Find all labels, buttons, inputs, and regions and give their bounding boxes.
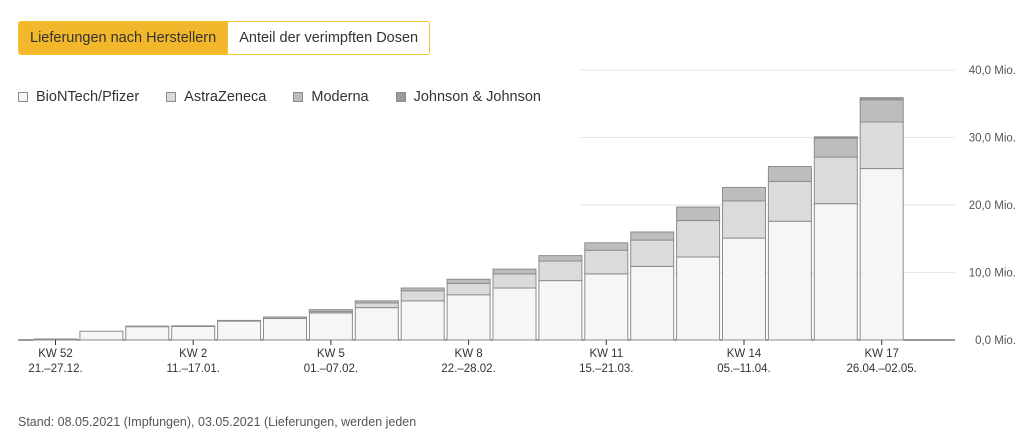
x-tick-label: KW 8 <box>455 348 483 360</box>
y-tick-label: 20,0 Mio. <box>969 200 1016 212</box>
x-tick-dates: 01.–07.02. <box>304 363 358 375</box>
x-tick-dates: 05.–11.04. <box>717 363 771 375</box>
legend-label-jj: Johnson & Johnson <box>413 89 541 105</box>
bar-segment-moderna <box>400 287 445 292</box>
bar-segment-biontech <box>859 168 904 341</box>
stacked-bar-chart: 0,0 Mio. 10,0 Mio. 20,0 Mio. 30,0 Mio. 40,0 … <box>18 65 1016 375</box>
view-tabs: Lieferungen nach Herstellern Anteil der … <box>18 21 431 55</box>
legend-item-astrazeneca[interactable]: AstraZeneca <box>166 89 266 105</box>
x-tick-label: KW 52 <box>38 348 73 360</box>
bar-segment-astrazeneca <box>446 282 491 296</box>
bar-segment-biontech <box>767 220 812 341</box>
bar-segment-moderna <box>722 186 766 202</box>
legend-swatch-astrazeneca <box>166 92 177 102</box>
bar-segment-jj <box>859 97 904 101</box>
y-tick-label: 30,0 Mio. <box>969 133 1016 145</box>
x-tick-dates: 22.–28.02. <box>441 363 495 375</box>
bar-segment-biontech <box>584 273 629 341</box>
bar-segment-moderna <box>354 300 399 304</box>
bar-segment-biontech <box>492 287 537 341</box>
bar-segment-astrazeneca <box>400 290 445 302</box>
y-tick-label: 10,0 Mio. <box>969 268 1016 280</box>
bar-segment-astrazeneca <box>354 302 399 309</box>
x-tick-label: KW 5 <box>317 348 345 360</box>
legend-swatch-biontech <box>18 92 28 102</box>
x-tick-dates: 21.–27.12. <box>28 363 82 375</box>
bar-segment-biontech <box>446 294 491 341</box>
legend-item-biontech[interactable]: BioNTech/Pfizer <box>18 89 139 105</box>
bar-segment-biontech <box>400 300 445 341</box>
bar-segment-moderna <box>630 231 675 241</box>
x-tick-label: KW 14 <box>727 348 762 360</box>
x-tick-dates: 15.–21.03. <box>579 363 633 375</box>
legend-item-jj[interactable]: Johnson & Johnson <box>395 89 541 105</box>
bar-segment-biontech <box>79 330 124 341</box>
bar-segment-biontech <box>676 256 721 341</box>
bar-segment-biontech <box>354 307 399 341</box>
bar-segment-astrazeneca <box>538 260 583 282</box>
bar-segment-biontech <box>630 265 675 341</box>
bar-segment-moderna <box>446 278 491 284</box>
bar-segment-astrazeneca <box>859 121 904 170</box>
footnote: Stand: 08.05.2021 (Impfungen), 03.05.202… <box>18 415 417 429</box>
bar-segment-astrazeneca <box>492 273 537 289</box>
bar-segment-moderna <box>125 325 170 328</box>
legend-label-astrazeneca: AstraZeneca <box>184 89 267 105</box>
bar-segment-biontech <box>538 280 583 341</box>
bar-segment-moderna <box>538 255 583 262</box>
bar-segment-moderna <box>263 316 307 319</box>
bar-segment-moderna <box>308 309 353 313</box>
bar-segment-moderna <box>584 242 629 251</box>
bar-segment-biontech <box>171 326 216 341</box>
bar-segment-biontech <box>722 237 766 341</box>
bar-segment-biontech <box>308 312 353 341</box>
tab-anteil-verimpfte-dosen[interactable]: Anteil der verimpften Dosen <box>227 22 430 54</box>
bar-segment-biontech <box>813 203 858 341</box>
bar-segment-astrazeneca <box>584 249 629 275</box>
x-tick-label: KW 2 <box>179 348 207 360</box>
bar-segment-moderna <box>859 99 904 123</box>
bar-segment-astrazeneca <box>630 239 675 267</box>
legend-swatch-moderna <box>293 92 304 102</box>
x-tick-label: KW 11 <box>589 348 623 360</box>
bar-segment-astrazeneca <box>676 220 721 258</box>
chart-legend: BioNTech/Pfizer AstraZeneca Moderna John… <box>18 89 568 105</box>
bar-segment-moderna <box>217 319 262 322</box>
y-tick-label: 40,0 Mio. <box>969 65 1016 77</box>
bar-segment-astrazeneca <box>813 156 858 205</box>
bar-segment-moderna <box>171 325 216 328</box>
legend-swatch-jj <box>395 92 406 102</box>
x-tick-dates: 26.04.–02.05. <box>847 363 917 375</box>
x-tick-label: KW 17 <box>864 348 899 360</box>
bar-segment-biontech <box>33 338 78 341</box>
bar-segment-jj <box>813 136 858 139</box>
tab-lieferungen-nach-herstellern[interactable]: Lieferungen nach Herstellern <box>19 22 228 54</box>
bar-segment-astrazeneca <box>722 200 766 239</box>
bar-segment-biontech <box>217 320 262 341</box>
legend-label-biontech: BioNTech/Pfizer <box>36 89 140 105</box>
bar-segment-moderna <box>676 206 721 222</box>
y-tick-label: 0,0 Mio. <box>975 335 1016 347</box>
legend-label-moderna: Moderna <box>311 89 369 105</box>
legend-item-moderna[interactable]: Moderna <box>293 89 369 105</box>
bar-segment-moderna <box>767 166 812 182</box>
bar-segment-moderna <box>813 137 858 158</box>
bar-segment-biontech <box>125 326 170 341</box>
bar-segment-moderna <box>492 268 537 275</box>
bar-segment-astrazeneca <box>767 180 812 222</box>
x-tick-dates: 11.–17.01. <box>166 363 220 375</box>
bar-segment-biontech <box>263 317 307 341</box>
